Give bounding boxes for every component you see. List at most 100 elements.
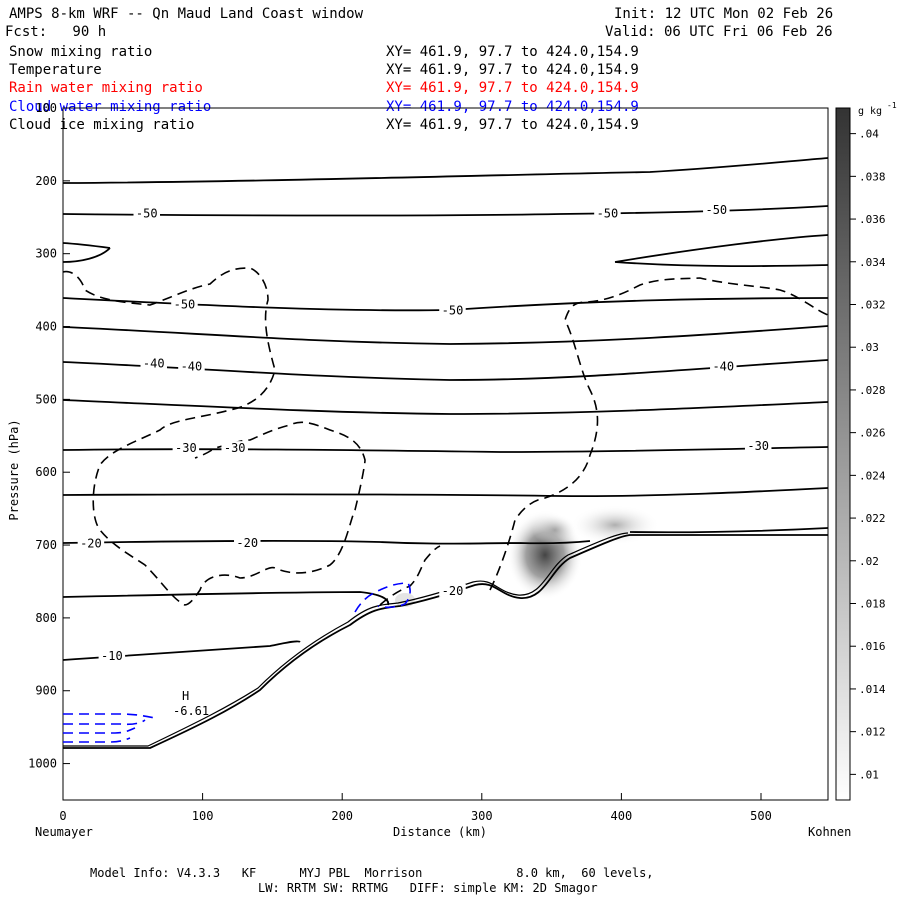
isotherm-770	[62, 591, 390, 606]
forecast-hour: Fcst: 90 h	[5, 24, 107, 40]
chart-title: AMPS 8-km WRF -- Qn Maud Land Coast wind…	[9, 6, 364, 22]
colorbar-unit: g kg	[858, 106, 882, 117]
isotherm-label-bg	[171, 297, 198, 311]
colorbar-tick-label: .032	[859, 298, 886, 311]
isotherm-label: -50	[597, 207, 619, 221]
isotherm-labels: -50 -50 -50 -50 -50 -40 -40 -40 -30 -30 -30 -20 -20 -…	[77, 202, 772, 663]
isotherm-label-bg	[439, 583, 466, 597]
isotherm-label: -30	[175, 441, 197, 455]
cloud-water-contours	[63, 582, 411, 743]
init-time: Init: 12 UTC Mon 02 Feb 26	[614, 6, 834, 22]
cloud-ice-contours	[62, 267, 829, 606]
isotherm-label: -50	[705, 203, 727, 217]
isotherm-m20-right	[629, 527, 829, 534]
terrain-inner	[63, 532, 629, 747]
legend-name-cloud-ice: Cloud ice mixing ratio	[9, 117, 195, 133]
footer-model-info: Model Info: V4.3.3 KF MYJ PBL Morrison 8…	[90, 866, 654, 880]
isotherm-label-bg	[133, 206, 161, 220]
y-tick-label: 600	[35, 465, 57, 479]
y-tick-label: 900	[35, 684, 57, 698]
legend-name-rain: Rain water mixing ratio	[9, 80, 203, 96]
footer-physics-info: LW: RRTM SW: RRTMG DIFF: simple KM: 2D S…	[258, 881, 598, 895]
isotherm-label: -20	[80, 537, 102, 551]
y-tick-label: 400	[35, 320, 57, 334]
isotherm-m60-pocket	[62, 242, 111, 263]
isotherm-label-bg	[77, 536, 105, 550]
terrain-outer	[63, 534, 828, 749]
colorbar-tick-label: .012	[859, 726, 886, 739]
terrain	[63, 532, 828, 749]
colorbar-tick-label: .04	[859, 128, 879, 141]
y-axis-ticks: 100 200 300 400 500 600 700 800 900 1000	[28, 101, 70, 771]
isotherm-label: -40	[181, 360, 203, 374]
isotherm-500	[62, 399, 829, 415]
colorbar-tick-label: .028	[859, 384, 886, 397]
cloud-water-lowest-2	[63, 719, 146, 726]
plot-frame	[62, 107, 829, 801]
colorbar-tick-label: .014	[859, 683, 886, 696]
cloud-water-lowest-3	[63, 727, 136, 734]
legend-xy-temperature: XY= 461.9, 97.7 to 424.0,154.9	[386, 62, 639, 78]
x-axis-label: Distance (km)	[393, 825, 487, 839]
isotherm-label: -20	[236, 536, 258, 550]
y-tick-label: 200	[35, 174, 57, 188]
high-marker-label: H	[182, 689, 189, 703]
isotherm-label-bg	[178, 359, 205, 373]
legend-xy-cloud-ice: XY= 461.9, 97.7 to 424.0,154.9	[386, 117, 639, 133]
cloud-water-upper	[354, 582, 411, 613]
legend-xy-cloud-water: XY= 461.9, 97.7 to 424.0,154.9	[386, 99, 639, 115]
isotherm-label-bg	[140, 356, 167, 370]
high-marker-value: -6.61	[173, 704, 209, 718]
y-tick-label: 300	[35, 247, 57, 261]
cloud-water-lowest-1	[63, 713, 156, 719]
colorbar-tick-label: .034	[859, 256, 886, 269]
y-tick-label: 100	[35, 101, 57, 115]
isotherm-label: -10	[101, 649, 123, 663]
isotherm-630	[62, 487, 829, 498]
colorbar-unit-exponent: -1	[887, 101, 897, 110]
isotherm-label: -40	[143, 357, 165, 371]
legend-name-temperature: Temperature	[9, 62, 102, 78]
x-tick-label: 500	[750, 809, 772, 823]
isotherm-label-bg	[234, 535, 261, 549]
cloud-ice-mid-piece	[379, 545, 441, 606]
isotherm-label: -30	[224, 441, 246, 455]
colorbar-tick-label: .036	[859, 213, 886, 226]
cloud-ice-left-region	[62, 267, 366, 606]
colorbar-tick-label: .022	[859, 512, 886, 525]
isotherm-label-bg	[439, 303, 466, 317]
colorbar-tick-label: .024	[859, 469, 886, 482]
x-tick-label: 200	[331, 809, 353, 823]
isotherm-label-bg	[710, 359, 737, 373]
isotherm-label-bg	[594, 206, 621, 220]
isotherm-label-bg	[221, 441, 248, 455]
x-tick-label: 300	[471, 809, 493, 823]
snow-upper	[533, 514, 577, 546]
y-tick-label: 500	[35, 392, 57, 406]
cloud-water-lowest-4	[63, 737, 131, 743]
colorbar-tick-label: .01	[859, 768, 879, 781]
y-axis-label: Pressure (hPa)	[7, 419, 21, 520]
isotherm-label-bg	[172, 441, 200, 455]
isotherm-label: -30	[747, 439, 769, 453]
colorbar-tick-label: .018	[859, 598, 886, 611]
colorbar-tick-label: .026	[859, 427, 886, 440]
isotherm-label: -40	[712, 360, 734, 374]
isotherm-m10	[62, 640, 301, 661]
isotherm-label-bg	[744, 438, 772, 452]
isotherm-label: -50	[174, 298, 196, 312]
valid-time: Valid: 06 UTC Fri 06 Feb 26	[605, 24, 833, 40]
isotherm-m20	[62, 540, 591, 545]
y-tick-label: 1000	[28, 757, 57, 771]
colorbar-bar	[835, 107, 851, 801]
cloud-ice-right-region	[489, 277, 829, 591]
x-tick-label: 400	[611, 809, 633, 823]
isotherm-m50-a	[62, 205, 829, 217]
isotherm-label-bg	[703, 202, 730, 216]
isotherm-top	[62, 157, 829, 184]
isotherm-label: -50	[136, 207, 158, 221]
y-tick-label: 800	[35, 611, 57, 625]
colorbar-tick-label: .016	[859, 640, 886, 653]
isotherm-upper-right	[614, 234, 829, 268]
